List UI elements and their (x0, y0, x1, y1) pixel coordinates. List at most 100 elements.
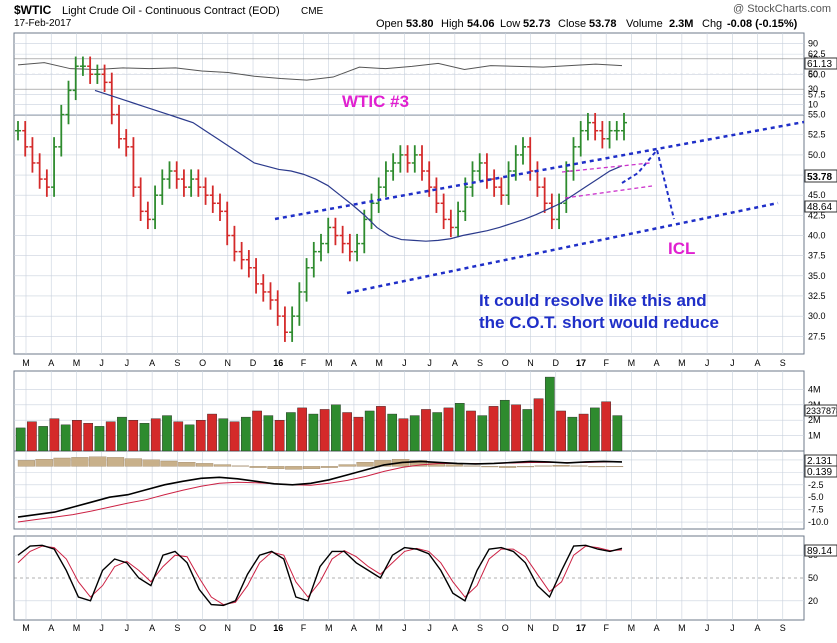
bottom-xtick: N (527, 623, 534, 633)
price-xtick: A (654, 358, 660, 368)
channel-lower-line (346, 201, 779, 295)
bottom-xtick: S (477, 623, 483, 633)
ma-polyline (94, 89, 623, 242)
volume-bar (263, 415, 274, 452)
macd-histogram-bar (53, 457, 71, 467)
price-ytick: 55.0 (808, 110, 826, 120)
macd-line (17, 460, 623, 518)
price-xtick: N (527, 358, 534, 368)
price-xtick: M (678, 358, 686, 368)
price-xtick: M (73, 358, 81, 368)
label-chg: Chg (702, 18, 722, 30)
moving-average-line (94, 89, 623, 242)
header: $WTIC Light Crude Oil - Continuous Contr… (14, 3, 831, 30)
price-ytick: 60.0 (808, 69, 826, 79)
macd-ytick: -10.0 (808, 517, 829, 527)
bottom-xtick: J (730, 623, 735, 633)
price-xtick: J (705, 358, 710, 368)
triangle-upper (561, 162, 651, 173)
volume-bar (466, 410, 476, 452)
price-xtick: O (502, 358, 509, 368)
macd-histogram-bar (606, 466, 624, 468)
macd-ytick: -7.5 (808, 505, 824, 515)
bottom-xtick: M (628, 623, 636, 633)
volume-bar (398, 418, 409, 452)
price-xtick: O (199, 358, 206, 368)
price-xtick: D (552, 358, 559, 368)
macd-histogram-bar (17, 460, 35, 467)
price-xtick: J (125, 358, 130, 368)
bottom-xtick: N (225, 623, 232, 633)
projection-path (621, 147, 675, 220)
vol-ytick: 1M (808, 431, 821, 441)
volume-bar (240, 416, 251, 452)
macd-histogram-bar (124, 458, 142, 467)
macd-histogram-bar (106, 457, 125, 467)
macd-histogram-bar (588, 466, 606, 468)
bottom-xtick: M (375, 623, 383, 633)
macd-histogram-bar (320, 466, 338, 468)
volume-bar (443, 407, 454, 452)
stoch-ytick: 20 (808, 596, 818, 606)
price-bars (15, 56, 627, 342)
bottom-xtick: A (351, 623, 357, 633)
volume-bar (297, 407, 307, 452)
value-volume: 2.3M (669, 18, 693, 30)
price-ytick: 35.0 (808, 271, 826, 281)
price-xtick: A (48, 358, 54, 368)
price-ytick: 40.0 (808, 231, 826, 241)
macd-histogram-bar (89, 456, 107, 467)
bottom-xtick: O (199, 623, 206, 633)
volume-bar (60, 424, 71, 452)
volume-bar (342, 412, 352, 452)
bottom-xtick: A (48, 623, 54, 633)
price-xtick: 16 (273, 358, 283, 368)
value-open: 53.80 (406, 18, 434, 30)
volume-bar (195, 420, 206, 452)
macd-histogram-bar (552, 465, 570, 467)
macd-ytick: -2.5 (808, 480, 824, 490)
macd-histogram-bar (338, 464, 356, 467)
value-low: 52.73 (523, 18, 551, 30)
macd-signal-tag: 0.139 (807, 467, 832, 478)
bottom-xtick: M (325, 623, 333, 633)
volume-bar (162, 415, 172, 452)
macd-histogram-bar (178, 462, 196, 467)
volume-bar (364, 410, 375, 452)
price-xtick: J (99, 358, 104, 368)
price-xtick: A (351, 358, 357, 368)
volume-bar (421, 409, 431, 452)
macd-histogram-bar (534, 465, 552, 467)
volume-bar (72, 420, 82, 452)
rsi-ytick: 10 (808, 99, 818, 109)
annotation-title: WTIC #3 (342, 92, 409, 111)
watermark: @ StockCharts.com (733, 3, 831, 15)
annotation-note-line1: It could resolve like this and (479, 291, 707, 310)
volume-bar (83, 423, 94, 452)
channel-upper-line (274, 120, 805, 221)
volume-bar (376, 406, 386, 452)
value-tags: 61.13 53.78 48.64 2337878 2.131 0.139 89… (804, 57, 837, 557)
price-xtick: M (22, 358, 30, 368)
macd-histogram-bar (267, 466, 285, 469)
volume-bar (477, 415, 488, 452)
macd-histogram-bar (142, 459, 160, 467)
rsi-ytick: 90 (808, 39, 818, 49)
label-low: Low (500, 18, 520, 30)
volume-bar (218, 418, 229, 452)
volume-bar (207, 413, 217, 452)
bottom-xtick: J (427, 623, 432, 633)
symbol: $WTIC (14, 3, 52, 17)
vol-ytick: 2M (808, 415, 821, 425)
macd-histogram-bar (570, 465, 588, 467)
bottom-xtick: A (452, 623, 458, 633)
volume-bar (49, 418, 60, 452)
volume-bar (488, 406, 499, 452)
annotation-note-line2: the C.O.T. short would reduce (479, 313, 719, 332)
macd-histogram-bar (160, 460, 178, 467)
bottom-xtick: O (502, 623, 509, 633)
volume-bar (578, 413, 589, 452)
macd-histogram-bar (499, 466, 517, 468)
price-xtick: S (780, 358, 786, 368)
price-xtick: M (325, 358, 333, 368)
